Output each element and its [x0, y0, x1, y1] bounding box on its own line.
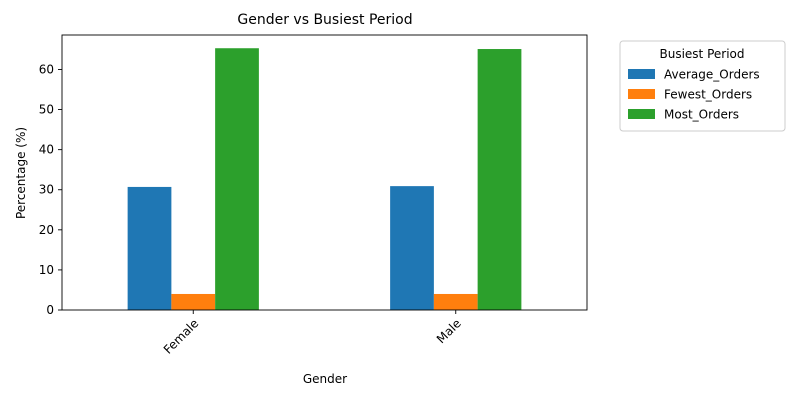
x-tick-label-female: Female — [161, 316, 202, 357]
y-tick-label: 50 — [39, 103, 54, 117]
y-tick-label: 30 — [39, 183, 54, 197]
plot-frame — [61, 34, 588, 311]
bar-fewest-orders-female — [171, 293, 216, 310]
bar-average-orders-female — [127, 186, 172, 310]
y-tick-label: 20 — [39, 223, 54, 237]
plot-area: 0 10 20 30 40 50 60 Female Male — [39, 34, 588, 357]
bar-fewest-orders-male — [433, 293, 478, 310]
legend-swatch-most-orders — [628, 109, 655, 119]
legend-swatch-average-orders — [628, 69, 655, 79]
legend-label-fewest-orders: Fewest_Orders — [664, 88, 752, 102]
bar-most-orders-male — [477, 49, 522, 310]
y-tick-label: 40 — [39, 143, 54, 157]
x-axis-title: Gender — [303, 372, 347, 386]
legend-label-most-orders: Most_Orders — [664, 108, 739, 122]
y-tick-label: 60 — [39, 62, 54, 76]
y-axis-title: Percentage (%) — [14, 127, 28, 219]
legend: Busiest Period Average_Orders Fewest_Orde… — [619, 40, 786, 132]
y-tick-label: 10 — [39, 263, 54, 277]
legend-swatch-fewest-orders — [628, 89, 655, 99]
legend-title: Busiest Period — [660, 47, 745, 61]
bar-most-orders-female — [215, 48, 259, 310]
legend-label-average-orders: Average_Orders — [664, 68, 760, 82]
legend-frame — [619, 40, 786, 132]
x-tick-label-male: Male — [434, 316, 464, 346]
bar-average-orders-male — [390, 186, 434, 310]
chart-title: Gender vs Busiest Period — [237, 12, 412, 28]
legend-entries: Average_Orders Fewest_Orders Most_Orders — [628, 68, 760, 122]
y-tick-label: 0 — [46, 303, 54, 317]
